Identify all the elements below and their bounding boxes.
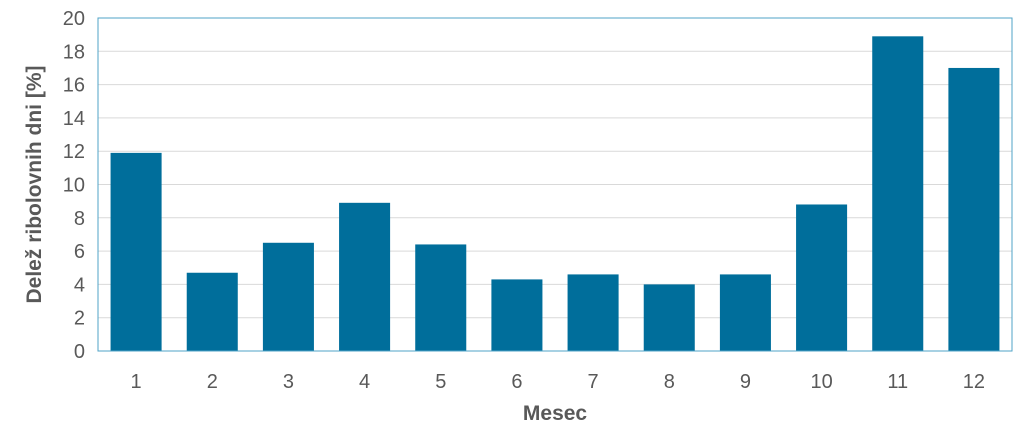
y-tick-label: 6 [74, 241, 85, 263]
y-tick-label: 14 [63, 108, 85, 130]
y-tick-label: 12 [63, 141, 85, 163]
x-tick-label: 4 [359, 371, 370, 393]
x-tick-label: 3 [283, 371, 294, 393]
bar-month-1 [110, 152, 162, 351]
y-tick-label: 18 [63, 41, 85, 63]
y-tick-label: 4 [74, 274, 85, 296]
y-tick-label: 2 [74, 308, 85, 330]
bar-month-11 [872, 36, 924, 351]
y-axis-title: Delež ribolovnih dni [%] [23, 65, 46, 303]
y-tick-label: 0 [74, 341, 85, 363]
x-tick-label: 10 [810, 371, 832, 393]
bar-month-7 [567, 274, 619, 351]
bar-month-9 [719, 274, 771, 351]
bars [110, 36, 1000, 351]
bar-month-2 [186, 272, 238, 351]
y-tick-label: 10 [63, 175, 85, 197]
x-tick-label: 1 [131, 371, 142, 393]
x-axis-title: Mesec [523, 402, 588, 425]
gridlines [98, 50, 1012, 319]
y-tick-label: 16 [63, 75, 85, 97]
y-tick-label: 8 [74, 208, 85, 230]
bar-month-3 [262, 242, 314, 351]
x-tick-label: 11 [887, 371, 908, 393]
y-tick-label: 20 [63, 8, 85, 30]
y-tick-labels: 0 2 4 6 8 10 12 14 16 18 20 [63, 8, 85, 363]
bar-month-10 [796, 204, 848, 351]
bar-month-5 [415, 244, 467, 351]
bar-month-6 [491, 279, 543, 351]
bar-month-8 [643, 284, 695, 351]
x-tick-label: 6 [511, 371, 522, 393]
x-tick-label: 5 [435, 371, 446, 393]
plot-frame [97, 17, 1013, 352]
bar-month-4 [339, 202, 391, 351]
x-tick-label: 8 [664, 371, 675, 393]
x-tick-label: 7 [588, 371, 599, 393]
bar-month-12 [948, 67, 1000, 351]
x-tick-label: 12 [963, 371, 985, 393]
x-tick-labels: 1 2 3 4 5 6 7 8 9 10 11 12 [131, 371, 986, 393]
x-tick-label: 9 [740, 371, 751, 393]
x-tick-label: 2 [207, 371, 218, 393]
